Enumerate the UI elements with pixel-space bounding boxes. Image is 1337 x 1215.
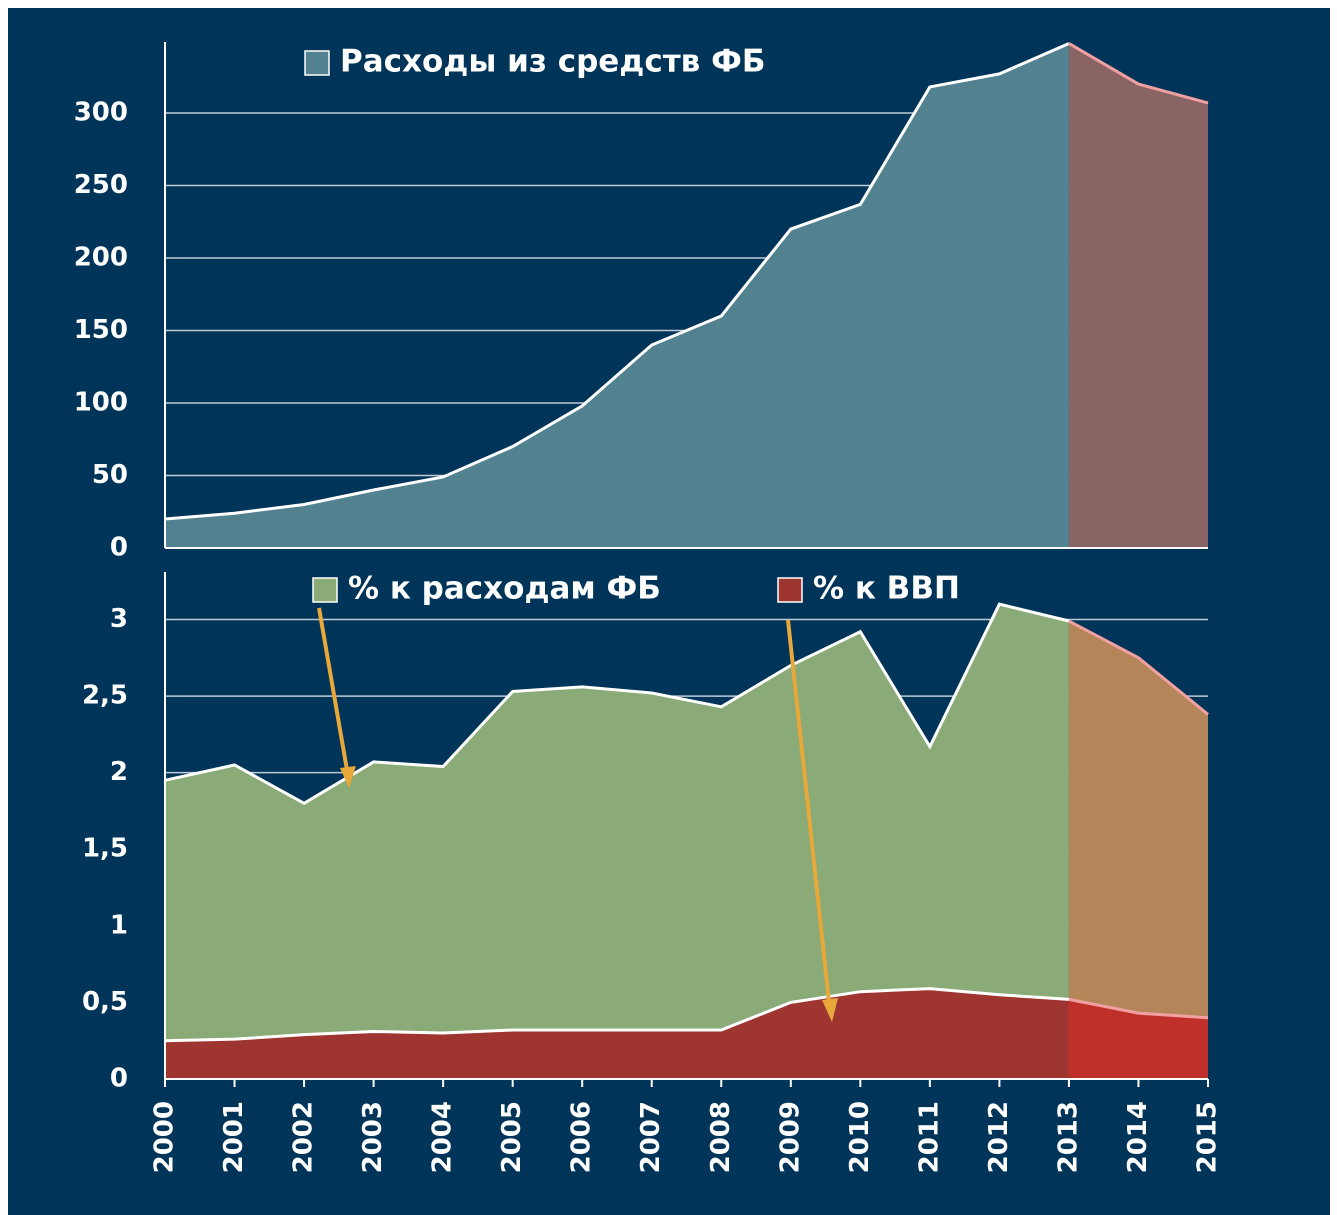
y-tick-label: 2,5 [82,681,128,711]
series-area [165,988,1069,1079]
legend-label: Расходы из средств ФБ [340,44,765,80]
x-tick-label: 2000 [150,1101,180,1173]
forecast-line [1068,997,1209,1020]
forecast-area [1068,999,1208,1079]
y-tick-label: 1,5 [82,834,128,864]
x-tick-label: 2012 [984,1101,1014,1173]
arrowhead [340,766,356,788]
y-tick-label: 0 [110,533,128,563]
x-tick-label: 2002 [289,1101,319,1173]
y-tick-label: 50 [92,460,128,490]
x-tick-label: 2009 [775,1101,805,1173]
series-area [165,604,1069,1079]
y-tick-label: 1 [110,910,128,940]
x-tick-label: 2013 [1053,1101,1083,1173]
y-tick-label: 3 [110,604,128,634]
legend-swatch [777,577,803,603]
x-tick-label: 2014 [1123,1101,1153,1173]
legend-label: % к расходам ФБ [348,571,661,607]
y-tick-label: 150 [74,315,128,345]
x-tick-label: 2007 [636,1101,666,1173]
arrow [317,607,349,771]
y-tick-label: 100 [74,388,128,418]
arrowhead [822,998,838,1022]
series-area [165,43,1069,548]
legend-swatch [304,50,330,76]
forecast-line [1068,619,1209,716]
annotation-arrows [317,607,838,1022]
x-tick-label: 2001 [219,1101,249,1173]
y-tick-label: 250 [74,170,128,200]
x-tick-label: 2008 [706,1101,736,1173]
forecast-line [1068,42,1209,105]
series-line [164,987,1070,1043]
legend-label: % к ВВП [813,571,960,607]
y-tick-label: 0,5 [82,987,128,1017]
x-tick-label: 2003 [358,1101,388,1173]
forecast-area [1068,43,1208,548]
x-tick-label: 2011 [914,1101,944,1173]
plot: 0 50 100 150 200 250 300 Расходы из средств ФБ 0… [74,42,1223,1173]
x-tick-label: 2004 [428,1101,458,1173]
legend-swatch [312,577,338,603]
arrow [786,619,831,1003]
x-tick-label: 2005 [497,1101,527,1173]
series-line [164,42,1070,521]
y-tick-label: 0 [110,1064,128,1094]
y-tick-label: 300 [74,98,128,128]
x-tick-label: 2006 [567,1101,597,1173]
y-tick-label: 2 [110,757,128,787]
x-tick-label: 2015 [1193,1101,1223,1173]
forecast-area [1068,621,1208,1079]
x-tick-label: 2010 [845,1101,875,1173]
series-line [164,602,1070,806]
y-tick-label: 200 [74,243,128,273]
